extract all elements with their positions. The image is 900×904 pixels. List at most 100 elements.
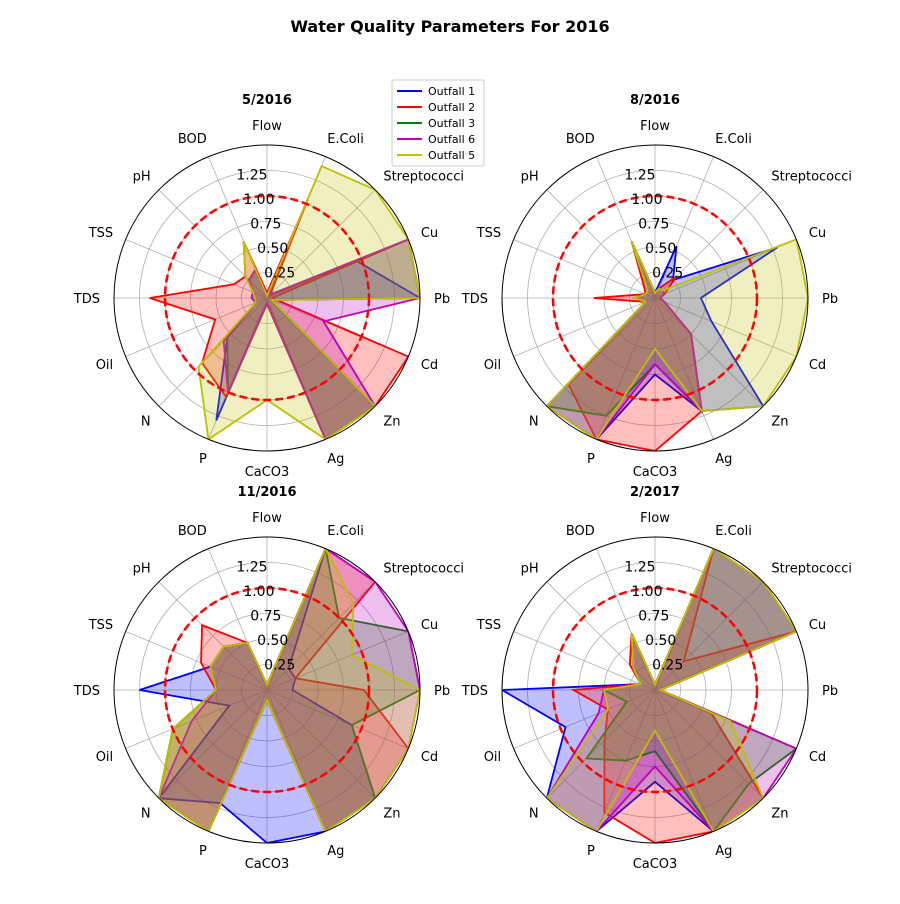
- series-area-outfall-6: [223, 239, 420, 440]
- category-label-bod: BOD: [178, 132, 207, 147]
- category-label-streptococci: Streptococci: [383, 562, 464, 577]
- category-label-bod: BOD: [566, 132, 595, 147]
- series-area-outfall-1: [502, 548, 797, 832]
- series-area-outfall-6: [158, 548, 420, 832]
- spoke-n: [546, 689, 656, 799]
- category-label-n: N: [141, 414, 151, 429]
- spoke-cd: [266, 689, 409, 749]
- category-label-ph: pH: [133, 562, 151, 577]
- threshold-circle: [551, 586, 759, 794]
- spoke-zn: [266, 689, 376, 799]
- legend-label-outfall-6: Outfall 6: [428, 133, 475, 146]
- outer-frame: [113, 536, 421, 844]
- category-label-cu: Cu: [809, 618, 826, 633]
- category-label-zn: Zn: [771, 806, 788, 821]
- category-label-cd: Cd: [809, 750, 826, 765]
- radial-tick-label: 1.25: [236, 559, 267, 575]
- spoke-oil: [513, 689, 656, 749]
- category-label-ag: Ag: [327, 452, 344, 467]
- legend-box: [391, 79, 485, 167]
- category-label-pb: Pb: [434, 684, 450, 699]
- radial-tick-label: 0.75: [250, 216, 281, 232]
- category-label-tss: TSS: [476, 618, 501, 633]
- radial-tick-label: 0.50: [645, 633, 676, 649]
- radial-tick-label: 0.50: [257, 241, 288, 257]
- series-area-outfall-1: [139, 548, 376, 843]
- legend-label-outfall-1: Outfall 1: [428, 85, 475, 98]
- category-label-p: P: [199, 844, 207, 859]
- spoke-n: [158, 297, 268, 407]
- spoke-ph: [546, 581, 656, 691]
- radar-panel-3: 0.25 0.50 0.75 1.00 1.25 Flow E.Coli Streptococ…: [73, 485, 464, 872]
- category-label-e-coli: E.Coli: [715, 132, 752, 147]
- category-label-e-coli: E.Coli: [715, 524, 752, 539]
- category-label-bod: BOD: [566, 524, 595, 539]
- category-label-streptococci: Streptococci: [771, 170, 852, 185]
- series-line-outfall-5: [545, 547, 798, 833]
- category-label-caco3: CaCO3: [245, 857, 290, 872]
- radial-tick-label: 0.75: [638, 216, 669, 232]
- category-label-p: P: [199, 452, 207, 467]
- category-label-tss: TSS: [88, 226, 113, 241]
- series-area-outfall-2: [573, 548, 797, 843]
- panel-title: 11/2016: [237, 485, 296, 500]
- category-label-flow: Flow: [252, 119, 282, 134]
- spoke-e-coli: [654, 156, 714, 299]
- category-label-oil: Oil: [96, 750, 113, 765]
- category-label-p: P: [587, 844, 595, 859]
- category-label-ag: Ag: [715, 844, 732, 859]
- radial-tick-label: 0.50: [645, 241, 676, 257]
- panel-title: 2/2017: [630, 485, 680, 500]
- spoke-tss: [513, 631, 656, 691]
- category-label-flow: Flow: [640, 511, 670, 526]
- category-label-cd: Cd: [421, 358, 438, 373]
- outer-frame: [113, 144, 421, 452]
- spoke-streptococci: [654, 581, 764, 691]
- category-label-cd: Cd: [421, 750, 438, 765]
- series-area-outfall-6: [546, 241, 702, 440]
- radar-panel-4: 0.25 0.50 0.75 1.00 1.25 Flow E.Coli Streptococ…: [461, 485, 852, 872]
- spoke-streptococci: [266, 581, 376, 691]
- radial-tick-label: 1.25: [624, 559, 655, 575]
- category-label-ag: Ag: [715, 452, 732, 467]
- spoke-ph: [158, 581, 268, 691]
- legend: Outfall 1 Outfall 2 Outfall 3 Outfall 6 Outf…: [391, 79, 485, 167]
- radial-tick-label: 0.25: [652, 657, 683, 673]
- spoke-oil: [125, 297, 268, 357]
- outer-frame: [501, 536, 809, 844]
- panel-title: 5/2016: [242, 93, 292, 108]
- spoke-zn: [654, 689, 764, 799]
- category-label-n: N: [141, 806, 151, 821]
- spoke-ag: [654, 689, 714, 832]
- category-label-zn: Zn: [383, 414, 400, 429]
- spoke-ag: [654, 297, 714, 440]
- radial-tick-label: 1.25: [236, 167, 267, 183]
- panel-title: 8/2016: [630, 93, 680, 108]
- radial-tick-label: 0.25: [264, 265, 295, 281]
- category-label-e-coli: E.Coli: [327, 132, 364, 147]
- spoke-bod: [596, 548, 656, 691]
- category-label-tds: TDS: [461, 684, 488, 699]
- radial-tick-label: 0.50: [257, 633, 288, 649]
- category-label-streptococci: Streptococci: [771, 562, 852, 577]
- category-label-ph: pH: [521, 562, 539, 577]
- spoke-oil: [513, 297, 656, 357]
- legend-label-outfall-3: Outfall 3: [428, 117, 475, 130]
- radial-tick-label: 1.00: [631, 192, 662, 208]
- category-label-cu: Cu: [421, 226, 438, 241]
- spoke-streptococci: [266, 189, 376, 299]
- radial-tick-label: 0.75: [638, 608, 669, 624]
- category-label-tds: TDS: [461, 292, 488, 307]
- radar-panel-2: 0.25 0.50 0.75 1.00 1.25 Flow E.Coli Streptococ…: [461, 93, 852, 480]
- category-label-e-coli: E.Coli: [327, 524, 364, 539]
- category-label-zn: Zn: [771, 414, 788, 429]
- series-area-outfall-2: [158, 548, 409, 832]
- series-area-outfall-3: [158, 548, 420, 832]
- spoke-bod: [208, 548, 268, 691]
- legend-label-outfall-2: Outfall 2: [428, 101, 475, 114]
- category-label-oil: Oil: [484, 358, 501, 373]
- category-label-cu: Cu: [421, 618, 438, 633]
- legend-label-outfall-5: Outfall 5: [428, 149, 475, 162]
- category-label-ag: Ag: [327, 844, 344, 859]
